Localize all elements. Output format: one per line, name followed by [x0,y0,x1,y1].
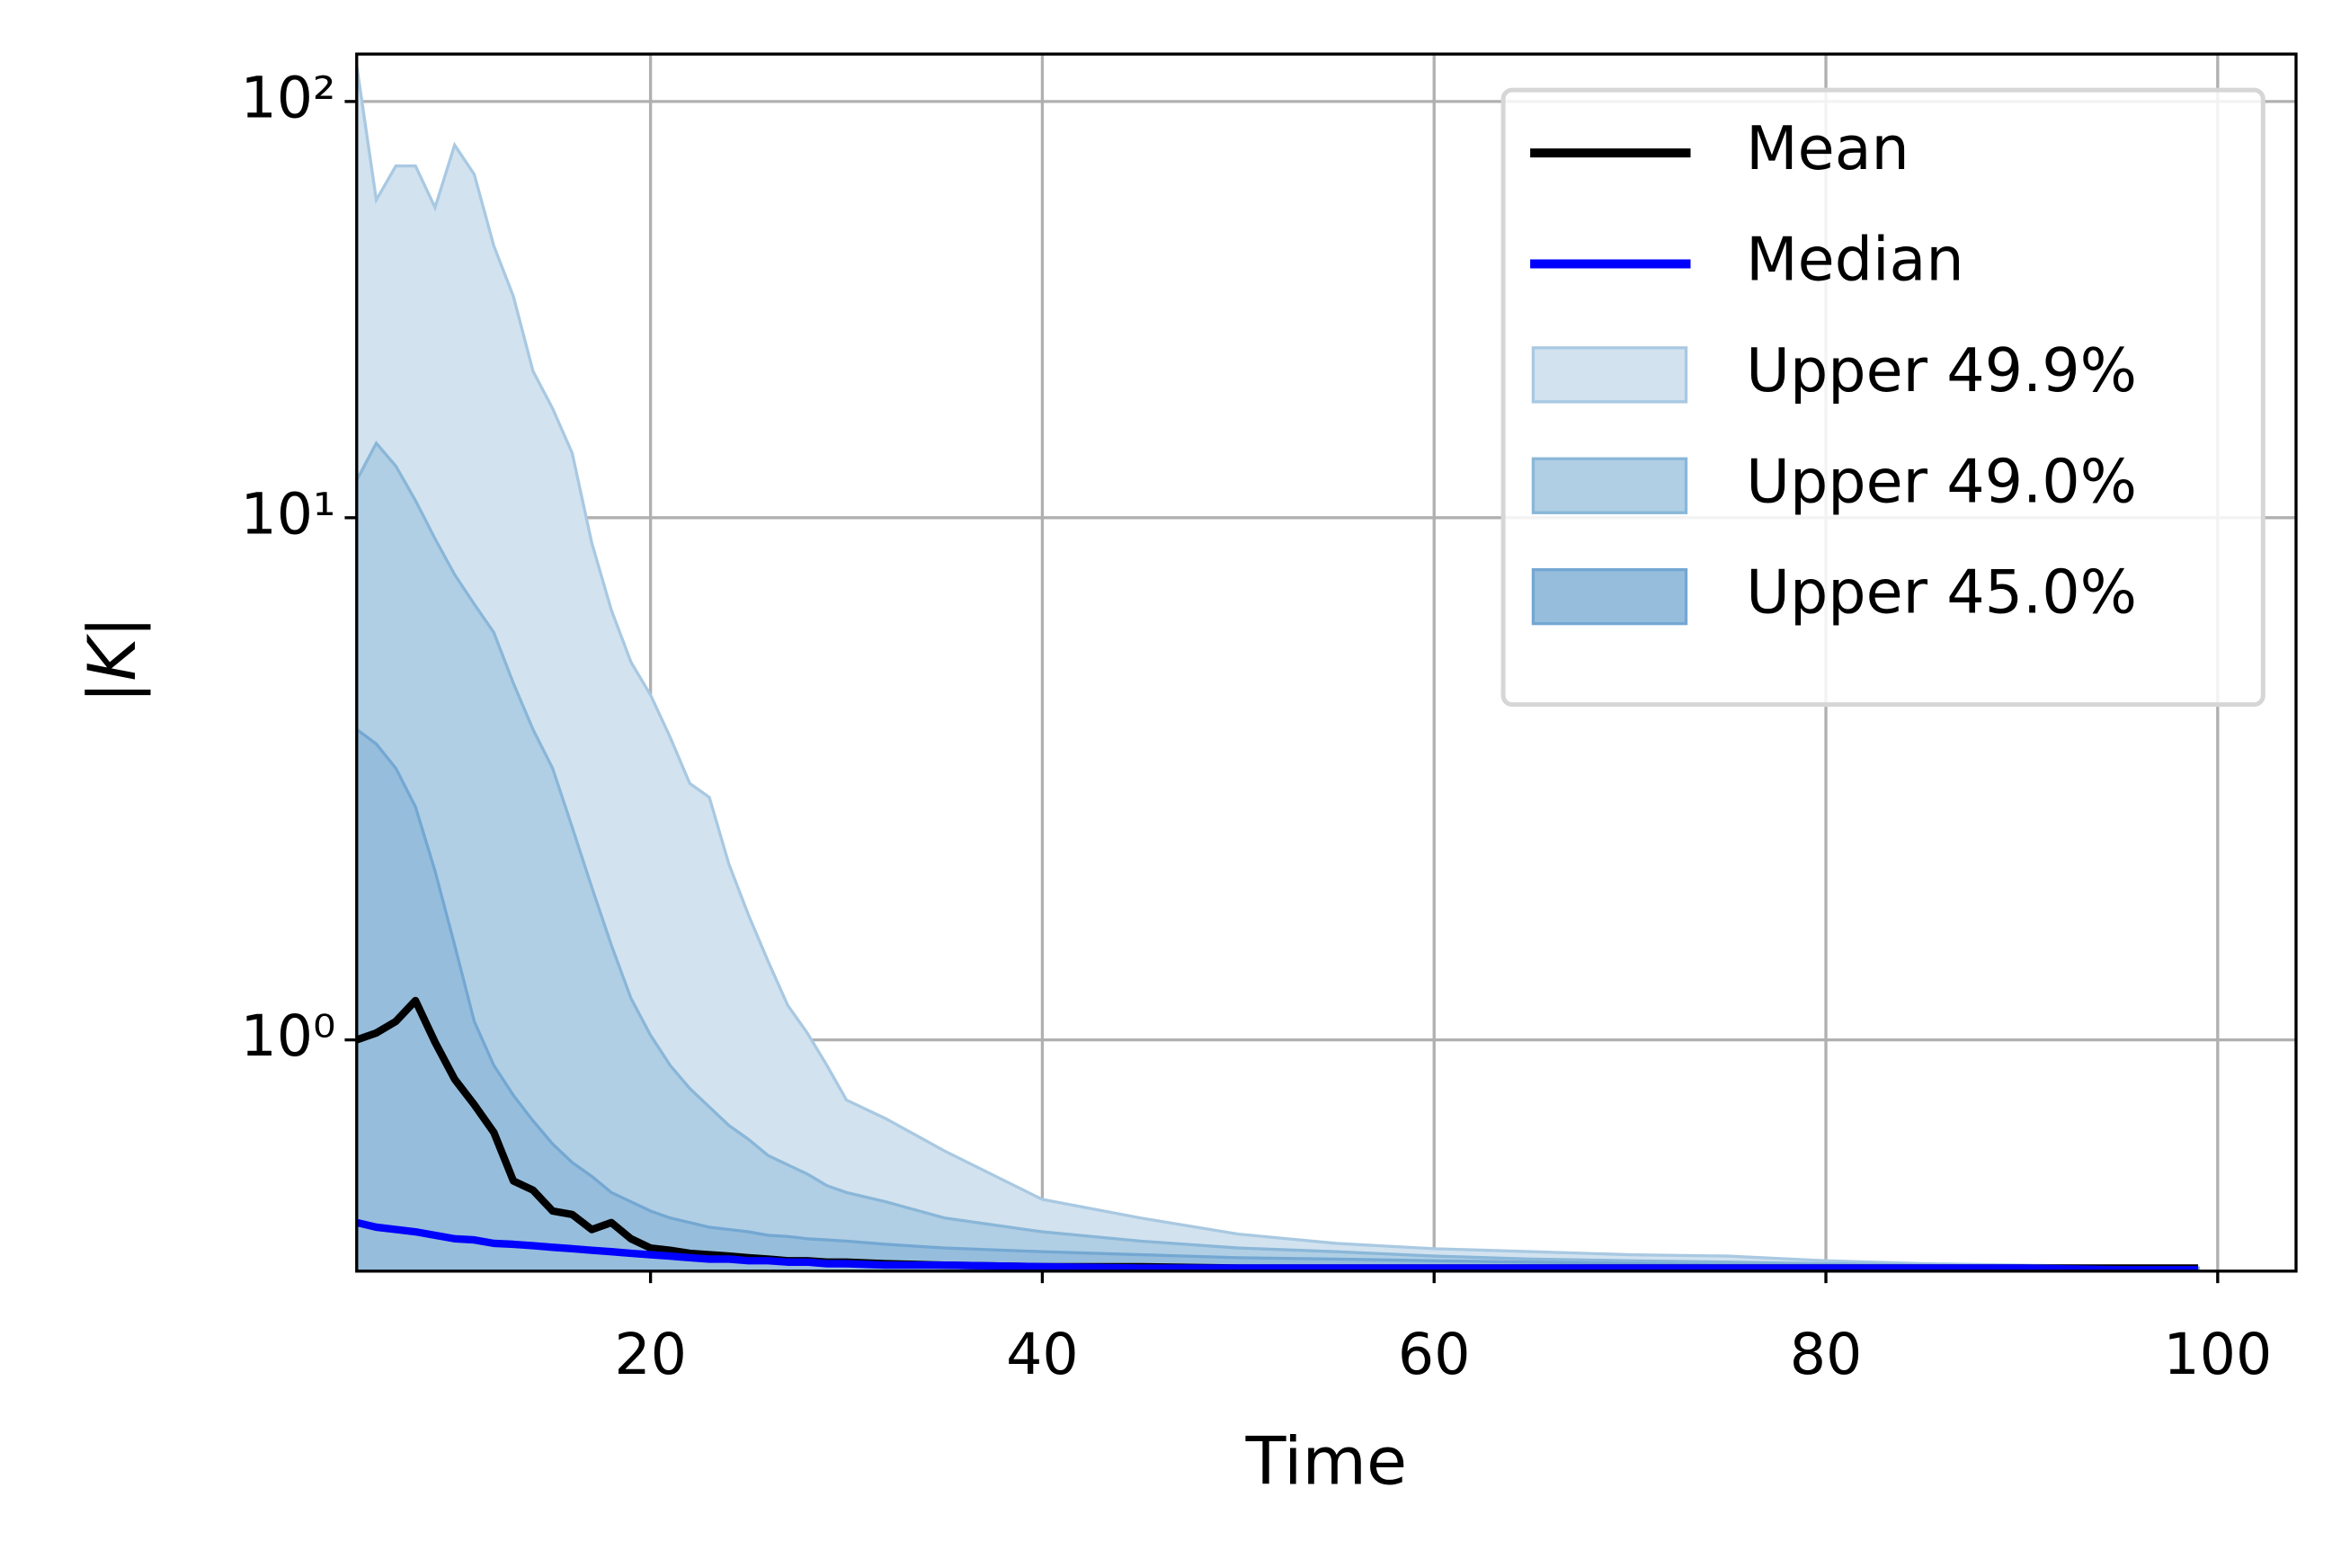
y-axis-label: |K| [75,616,151,704]
legend-swatch [1531,457,1688,514]
y-tick-label: 10² [240,64,335,130]
x-tick-label: 40 [1006,1321,1079,1387]
series-line [356,1218,2199,1271]
legend-swatch [1531,567,1688,626]
legend-box [1500,87,2265,708]
x-tick-label: 80 [1790,1321,1863,1387]
y-tick-label: 10¹ [240,480,335,547]
legend-label: Mean [1746,113,1909,183]
x-axis-label: Time [1245,1424,1408,1501]
legend-label: Upper 49.0% [1746,446,2137,516]
legend-label: Median [1746,225,1964,295]
y-tick-label: 10⁰ [240,1002,335,1069]
plot-area [356,65,2200,1271]
x-tick-label: 100 [2163,1321,2272,1387]
x-tick-label: 60 [1398,1321,1471,1387]
legend-label: Upper 45.0% [1746,557,2137,628]
x-tick-label: 20 [614,1321,687,1387]
ticks: 20 40 60 80 100 10⁰ 10¹ 10² [240,64,2272,1387]
legend-swatch [1531,346,1688,404]
legend: Mean Median Upper 49.9% Upper 49.0% Upper 45… [1500,87,2265,708]
axes-frame [355,52,2298,1273]
legend-label: Upper 49.9% [1746,335,2137,405]
